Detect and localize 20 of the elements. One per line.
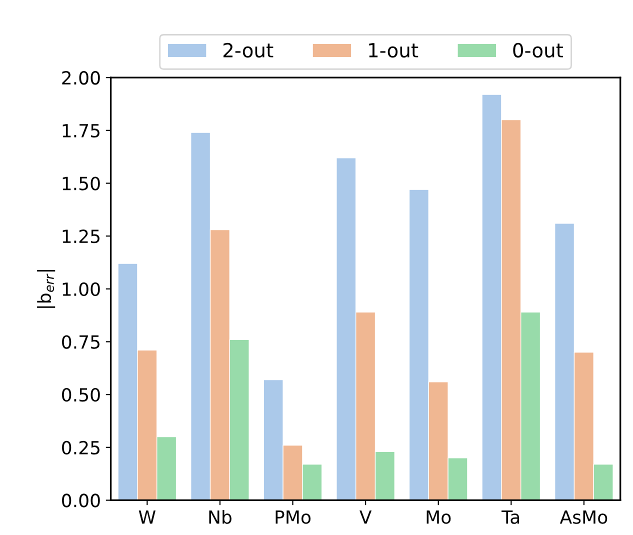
legend-label: 2-out	[223, 42, 274, 58]
y-tick-label: 0.50	[62, 388, 100, 402]
x-tick-label: V	[360, 510, 372, 524]
x-tick-label: W	[138, 510, 156, 524]
x-tick-label: PMo	[276, 510, 311, 524]
y-tick-label: 1.25	[62, 230, 100, 244]
x-tick-label: Ta	[502, 510, 520, 524]
y-tick-label: 1.50	[62, 176, 100, 190]
x-tick-label: Mo	[426, 510, 451, 524]
y-tick-label: 2.00	[62, 71, 100, 85]
y-axis-title: |b$_{err}$|	[37, 270, 56, 308]
y-tick-label: 0.75	[62, 335, 100, 349]
legend-label: 1-out	[369, 43, 418, 58]
x-tick-label: AsMo	[560, 510, 608, 524]
y-tick-label: 0.00	[62, 494, 100, 508]
legend-label: 0-out	[513, 42, 564, 58]
x-tick-label: Nb	[209, 510, 232, 524]
y-tick-label: 1.00	[62, 282, 100, 296]
y-tick-label: 0.25	[62, 440, 100, 455]
y-tick-label: 1.75	[62, 124, 100, 138]
